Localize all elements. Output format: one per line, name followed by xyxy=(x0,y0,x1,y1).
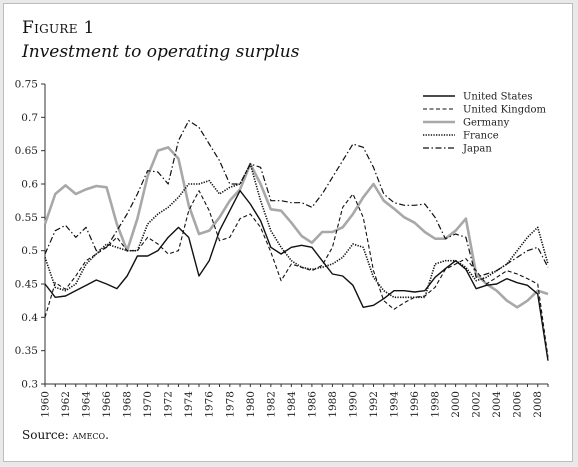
figure-frame xyxy=(3,3,573,462)
x-tick-label: 1988 xyxy=(327,391,339,418)
x-tick-label: 1976 xyxy=(204,391,216,418)
x-tick-label: 1978 xyxy=(224,391,236,418)
x-tick-label: 1982 xyxy=(265,391,277,418)
series-line-france xyxy=(44,163,549,299)
x-tick-label: 1964 xyxy=(81,391,93,418)
chart-axes: 0.3 0.35 0.4 0.45 0.5 0.55 0.6 0.65 0.7 0.75 1960 1… xyxy=(15,79,549,418)
y-tick-label: 0.5 xyxy=(21,245,38,257)
x-tick-label: 1980 xyxy=(245,391,257,418)
legend-label-united-kingdom: United Kingdom xyxy=(463,105,547,116)
x-tick-label: 2008 xyxy=(532,391,544,418)
y-tick-label: 0.35 xyxy=(15,345,38,357)
x-tick-label: 1998 xyxy=(430,391,442,418)
x-tick-label: 1960 xyxy=(40,391,52,418)
x-tick-label: 1996 xyxy=(409,391,421,418)
x-tick-label: 1992 xyxy=(368,391,380,418)
x-tick-label: 2002 xyxy=(471,391,483,418)
source-note: Source: ameco. xyxy=(22,428,109,442)
y-tick-label: 0.6 xyxy=(21,179,38,191)
y-tick-label: 0.4 xyxy=(21,312,38,324)
x-tick-label: 2006 xyxy=(512,391,524,418)
source-name: ameco. xyxy=(72,428,109,442)
legend-label-japan: Japan xyxy=(462,144,492,155)
legend-label-united-states: United States xyxy=(463,92,532,103)
y-tick-label: 0.45 xyxy=(15,279,38,291)
series-line-japan xyxy=(44,120,549,278)
x-tick-label: 1990 xyxy=(347,391,359,418)
x-tick-label: 1994 xyxy=(389,391,401,418)
y-tick-label: 0.75 xyxy=(15,79,38,91)
legend-label-france: France xyxy=(463,131,499,142)
series-line-germany xyxy=(43,146,549,309)
x-tick-label: 1968 xyxy=(122,391,134,418)
x-tick-label: 1984 xyxy=(286,391,298,418)
x-tick-label: 1966 xyxy=(101,391,113,418)
x-tick-label: 1974 xyxy=(183,391,195,418)
figure-title: Investment to operating surplus xyxy=(22,42,300,62)
series-line-united-states xyxy=(44,189,549,361)
chart-legend: United States United Kingdom Germany France… xyxy=(423,92,547,155)
x-tick-label: 1986 xyxy=(306,391,318,418)
source-prefix: Source: xyxy=(22,428,69,442)
x-tick-label: 2000 xyxy=(450,391,462,418)
figure-label: Figure 1 xyxy=(22,18,95,38)
y-tick-label: 0.3 xyxy=(21,379,38,391)
legend-label-germany: Germany xyxy=(463,118,510,129)
x-tick-label: 1970 xyxy=(142,391,154,418)
y-tick-label: 0.7 xyxy=(21,112,38,124)
y-tick-label: 0.55 xyxy=(15,212,38,224)
y-tick-label: 0.65 xyxy=(15,145,38,157)
series-layer xyxy=(43,120,549,361)
x-tick-label: 1972 xyxy=(163,391,175,418)
x-tick-label: 1962 xyxy=(60,391,72,418)
series-line-united-kingdom xyxy=(44,190,549,358)
x-tick-label: 2004 xyxy=(491,391,503,418)
